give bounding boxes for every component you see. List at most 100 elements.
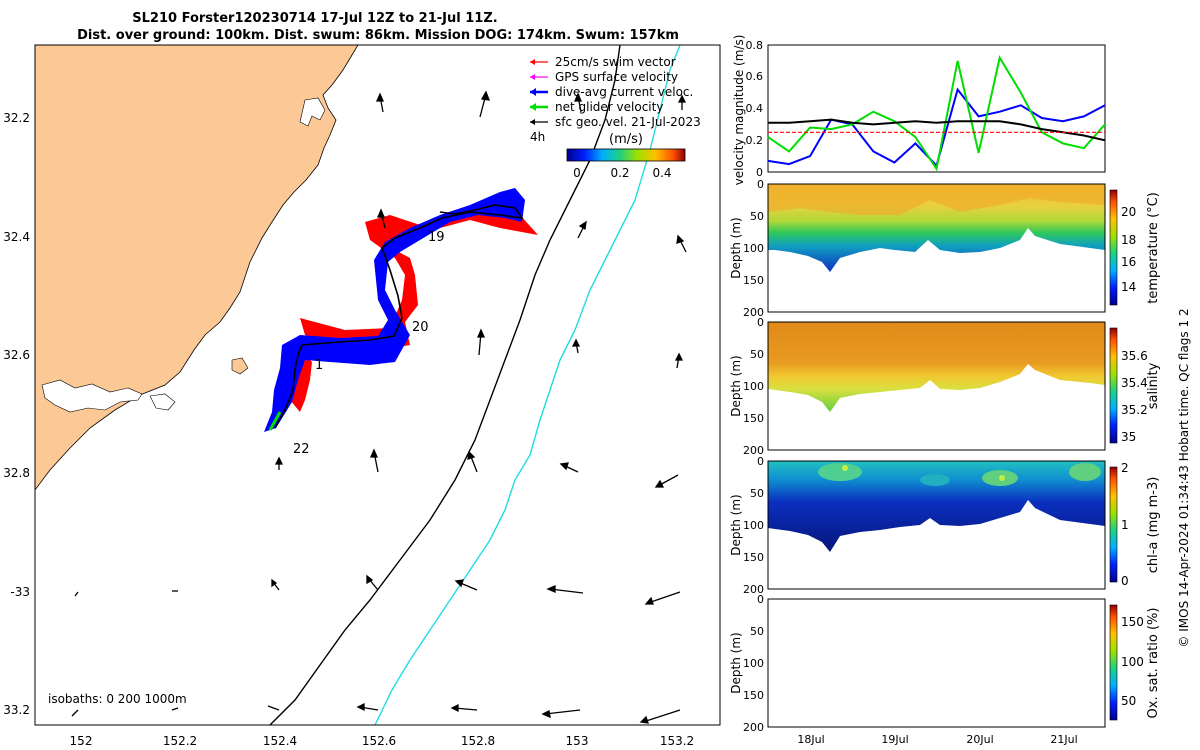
cbar-label: salinity	[1146, 362, 1161, 409]
velocity-y-tick: 0	[756, 166, 763, 179]
geostrophic-arrows	[71, 90, 687, 724]
velocity-series	[767, 55, 1106, 172]
section-y-tick: 200	[743, 306, 764, 319]
chla-colorbar	[1109, 466, 1118, 583]
cbar-tick: 100	[1121, 655, 1144, 669]
chla-patches	[818, 463, 1101, 486]
section-y-tick: 50	[750, 625, 764, 638]
cbar-tick: 1	[1121, 518, 1129, 532]
time-tick: 19Jul	[881, 733, 908, 746]
x-tick: 153.2	[660, 734, 694, 748]
section-y-tick: 150	[743, 551, 764, 564]
x-tick: 152	[70, 734, 93, 748]
legend-item-net: net glider velocity	[555, 100, 663, 114]
y-tick: 32.4	[3, 230, 30, 244]
land	[35, 45, 359, 491]
temperature-section: 0 50 100 150 200 Depth (m) 20 18 16 14 t…	[729, 178, 1161, 319]
map-panel: 19 20 1 22	[3, 44, 721, 748]
cbar-tick: 35.4	[1121, 376, 1148, 390]
section-ylabel: Depth (m)	[729, 494, 743, 555]
map-colorbar	[566, 148, 686, 162]
cbar-tick: 0	[1121, 574, 1129, 588]
track-swath-blue	[264, 188, 525, 432]
glider-track	[274, 204, 524, 429]
map-y-axis: 32.2 32.4 32.6 32.8 -33 33.2	[3, 111, 30, 717]
section-y-tick: 200	[743, 444, 764, 457]
section-y-tick: 50	[750, 487, 764, 500]
x-tick: 152.4	[263, 734, 297, 748]
legend-extra: 4h	[530, 130, 545, 144]
oxygen-colorbar	[1109, 604, 1118, 721]
cbar-tick: 16	[1121, 255, 1136, 269]
salinity-colorbar	[1109, 327, 1118, 444]
section-y-tick: 200	[743, 583, 764, 596]
section-y-tick: 100	[743, 657, 764, 670]
velocity-ylabel: velocity magnitude (m/s)	[732, 35, 746, 186]
map-legend: 25cm/s swim vector GPS surface velocity …	[530, 55, 701, 180]
cbar-tick: 35.2	[1121, 403, 1148, 417]
legend-item-dive: dive-avg current veloc.	[555, 85, 693, 99]
section-y-tick: 0	[757, 316, 764, 329]
temperature-colorbar	[1109, 189, 1118, 306]
velocity-series-line	[768, 118, 1106, 142]
velocity-panel: 0 0.2 0.4 0.6 0.8 velocity magnitude (m/…	[732, 35, 1106, 186]
velocity-y-tick: 0.8	[746, 39, 764, 52]
legend-item-sfc: sfc geo. vel. 21-Jul-2023	[555, 115, 701, 129]
velocity-y-tick: 0.6	[746, 70, 764, 83]
isobath-1000m	[374, 45, 681, 725]
colorbar-title: (m/s)	[609, 132, 643, 147]
colorbar-tick: 0	[573, 166, 581, 180]
y-tick: 32.2	[3, 111, 30, 125]
section-y-tick: 200	[743, 721, 764, 734]
oxygen-section: 0 50 100 150 200 Depth (m) 150 100 50 Ox…	[729, 593, 1161, 734]
day-label-20: 20	[412, 320, 429, 335]
cbar-tick: 35	[1121, 430, 1136, 444]
legend-item-swim: 25cm/s swim vector	[555, 55, 676, 69]
time-tick: 18Jul	[797, 733, 824, 746]
chla-section: 0 50 100 150 200 Depth (m) 2 1 0 chl-a (…	[729, 455, 1161, 596]
legend-item-gps: GPS surface velocity	[555, 70, 678, 84]
cbar-tick: 150	[1121, 615, 1144, 629]
cbar-label: temperature (°C)	[1146, 192, 1161, 304]
velocity-y-tick: 0.4	[746, 102, 764, 115]
section-ylabel: Depth (m)	[729, 217, 743, 278]
figure-title: SL210 Forster120230714 17-Jul 12Z to 21-…	[132, 11, 497, 26]
x-tick: 152.8	[461, 734, 495, 748]
x-tick: 153	[566, 734, 589, 748]
cbar-tick: 50	[1121, 694, 1136, 708]
net-velocity-segment	[268, 411, 282, 431]
time-tick: 21Jul	[1050, 733, 1077, 746]
map-x-axis: 152 152.2 152.4 152.6 152.8 153 153.2	[70, 734, 695, 748]
chla-field	[768, 461, 1105, 552]
cbar-tick: 14	[1121, 280, 1136, 294]
cbar-tick: 18	[1121, 233, 1136, 247]
salinity-section: 0 50 100 150 200 Depth (m) 35.6 35.4 35.…	[729, 316, 1161, 457]
section-ylabel: Depth (m)	[729, 632, 743, 693]
cbar-label: chl-a (mg m-3)	[1146, 477, 1161, 574]
cbar-tick: 35.6	[1121, 349, 1148, 363]
section-y-tick: 150	[743, 689, 764, 702]
day-label-22: 22	[293, 442, 310, 457]
time-axis: 18Jul 19Jul 20Jul 21Jul	[797, 733, 1077, 746]
lake	[149, 393, 176, 411]
velocity-series-line	[767, 55, 1106, 172]
day-label-19: 19	[428, 230, 445, 245]
time-tick: 20Jul	[966, 733, 993, 746]
y-tick: 33.2	[3, 703, 30, 717]
section-y-tick: 100	[743, 242, 764, 255]
y-tick: 32.8	[3, 466, 30, 480]
section-y-tick: 50	[750, 348, 764, 361]
copyright-note: © IMOS 14-Apr-2024 01:34:43 Hobart time.…	[1177, 308, 1191, 647]
x-tick: 152.6	[362, 734, 396, 748]
section-y-tick: 0	[757, 455, 764, 468]
section-y-tick: 0	[757, 178, 764, 191]
colorbar-tick: 0.2	[610, 166, 629, 180]
day-label-1: 1	[315, 358, 323, 373]
cbar-tick: 20	[1121, 205, 1136, 219]
salinity-field	[768, 322, 1105, 412]
figure-subtitle: Dist. over ground: 100km. Dist. swum: 86…	[77, 28, 679, 43]
cbar-tick: 2	[1121, 461, 1129, 475]
cbar-label: Ox. sat. ratio (%)	[1146, 608, 1161, 719]
isobath-label: isobaths: 0 200 1000m	[48, 692, 187, 706]
